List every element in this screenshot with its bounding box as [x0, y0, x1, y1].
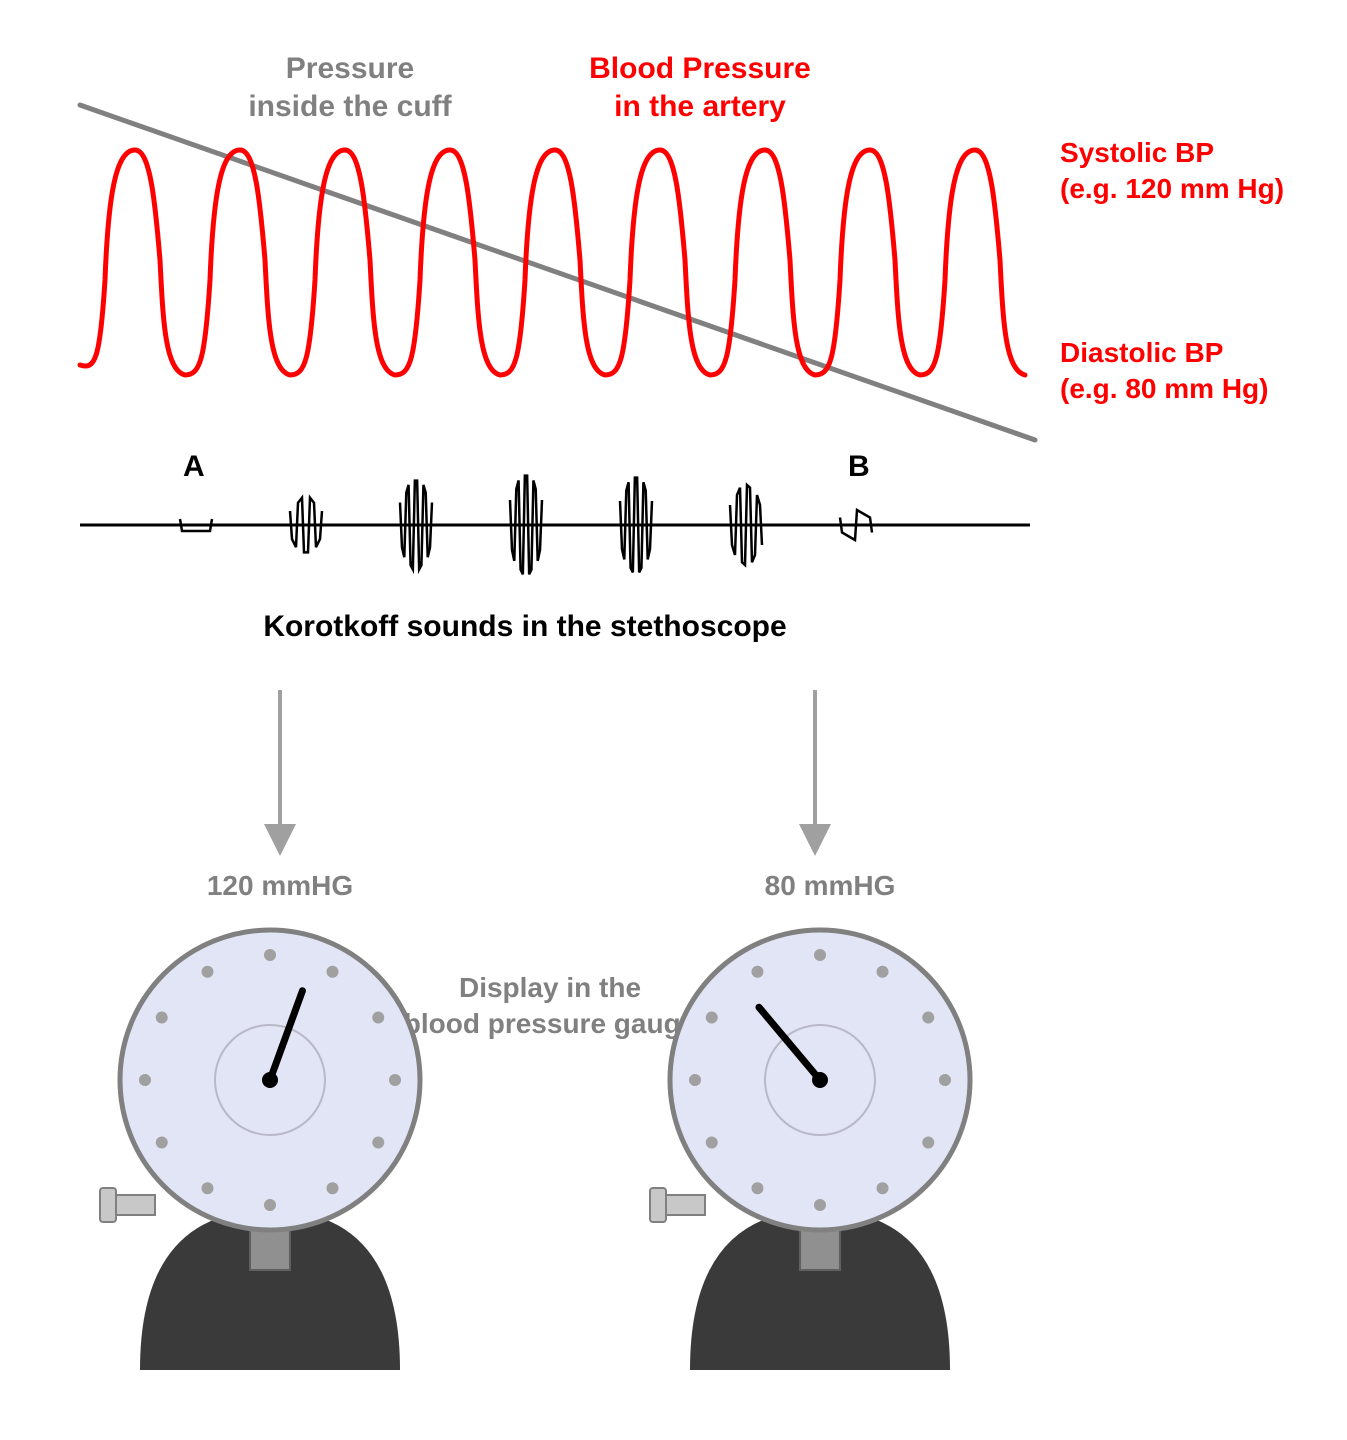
- gauge-left-label: 120 mmHG: [170, 870, 390, 902]
- arrows: [0, 0, 1347, 900]
- gauge-left: [70, 920, 470, 1440]
- gauge-right-label: 80 mmHG: [720, 870, 940, 902]
- gauge-right: [620, 920, 1020, 1440]
- gauge-center-l1: Display in the: [459, 972, 641, 1003]
